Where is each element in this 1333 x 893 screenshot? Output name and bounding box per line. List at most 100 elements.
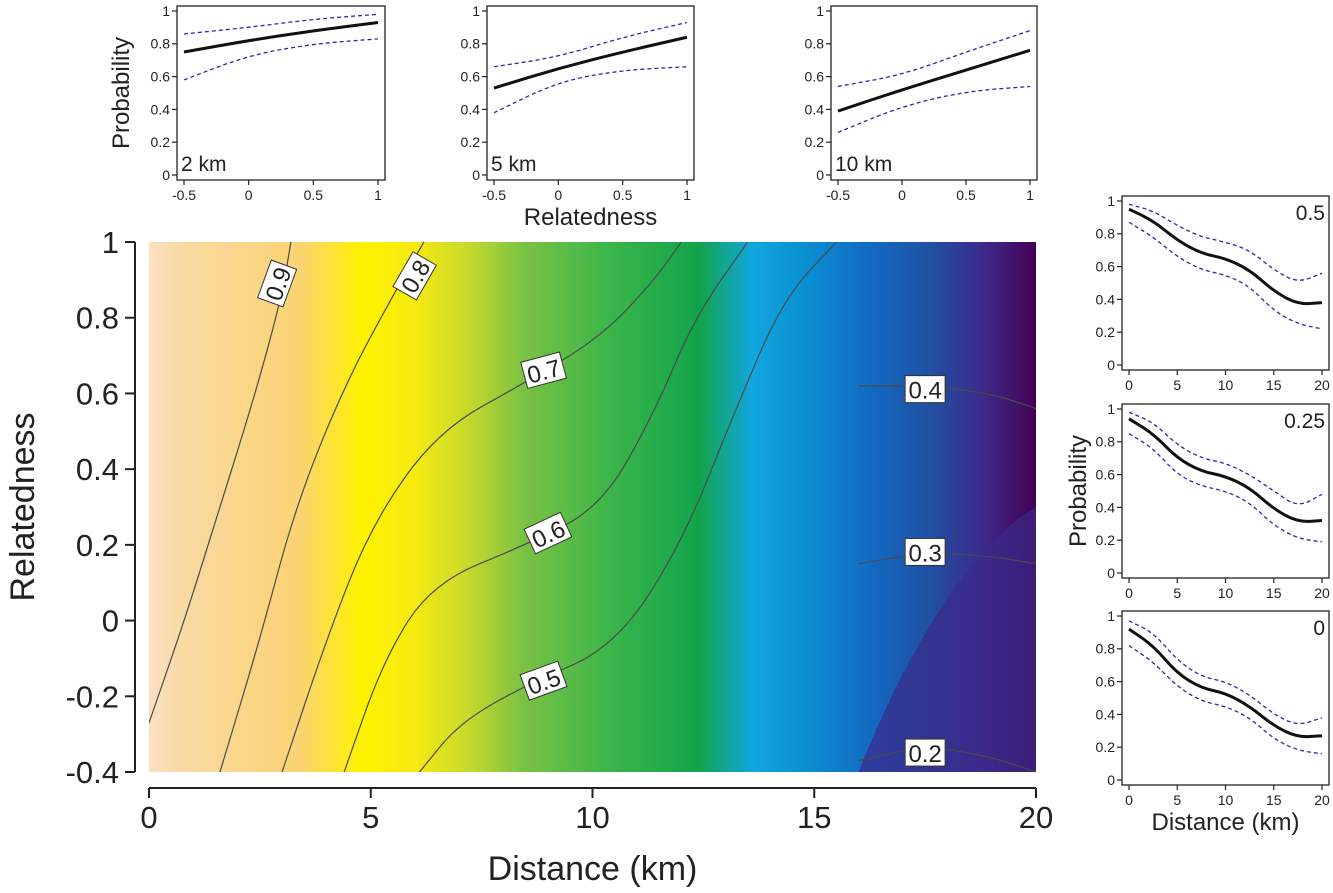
contour-line-0.7 bbox=[281, 242, 682, 772]
series-lower-line bbox=[1128, 221, 1323, 330]
contour-label-0.2: 0.2 bbox=[904, 738, 946, 768]
series-lower-line bbox=[1128, 644, 1323, 755]
x-tick-label: 0.5 bbox=[613, 187, 633, 203]
contour-label-box bbox=[520, 351, 568, 390]
y-tick-label: 1 bbox=[472, 3, 480, 19]
contour-label-box bbox=[256, 259, 298, 308]
x-tick-label: 0 bbox=[554, 187, 562, 203]
x-tick-label: 5 bbox=[1173, 377, 1181, 393]
panel-right-0.5: 00.20.40.60.810 5 10 15 200.5 bbox=[1096, 193, 1330, 393]
contour-label-box bbox=[523, 511, 573, 555]
y-tick-label: 0.8 bbox=[1096, 641, 1116, 657]
y-tick-label: 0.8 bbox=[805, 36, 825, 52]
y-tick-label: 0.6 bbox=[1096, 674, 1116, 690]
contour-label-text: 0.4 bbox=[908, 378, 941, 405]
panel-label: 10 km bbox=[835, 153, 892, 176]
y-axis-label: Relatedness bbox=[4, 412, 42, 601]
x-tick-label: 1 bbox=[374, 187, 382, 203]
series-lower-line bbox=[837, 85, 1031, 133]
y-tick-label: 0.2 bbox=[805, 134, 825, 150]
x-tick-label: 1 bbox=[683, 187, 691, 203]
x-tick-label: 20 bbox=[1314, 585, 1330, 601]
series-estimate-line bbox=[837, 48, 1031, 113]
y-tick-label: 0.6 bbox=[1096, 467, 1116, 483]
y-tick-label: 0.6 bbox=[76, 376, 119, 411]
x-tick-label: 15 bbox=[1266, 792, 1282, 808]
x-tick-label: 10 bbox=[575, 800, 609, 835]
y-tick-label: 0.2 bbox=[1096, 739, 1116, 755]
series-estimate-line bbox=[183, 20, 379, 54]
x-tick-label: 0 bbox=[1125, 377, 1133, 393]
heatmap-low-region bbox=[858, 507, 1036, 772]
series-estimate-line bbox=[493, 35, 688, 90]
y-tick-label: 0 bbox=[472, 167, 480, 183]
x-tick-label: 5 bbox=[362, 800, 379, 835]
series-lower-line bbox=[1128, 433, 1323, 543]
series-upper-line bbox=[837, 30, 1031, 88]
x-tick-label: 1 bbox=[1026, 187, 1034, 203]
y-tick-label: 0.8 bbox=[1096, 434, 1116, 450]
x-tick-label: 5 bbox=[1173, 585, 1181, 601]
x-tick-label: 20 bbox=[1314, 377, 1330, 393]
y-tick-label: 0.4 bbox=[151, 101, 171, 117]
x-tick-label: 10 bbox=[1218, 585, 1234, 601]
y-tick-label: 0.2 bbox=[1096, 324, 1116, 340]
panel-frame bbox=[486, 5, 695, 181]
panel-label: 2 km bbox=[181, 153, 227, 176]
y-tick-label: 0 bbox=[1107, 357, 1115, 373]
y-tick-label: 0 bbox=[816, 167, 824, 183]
y-tick-label: 0.2 bbox=[461, 134, 481, 150]
y-tick-label: 0.6 bbox=[461, 69, 481, 85]
y-tick-label: 0 bbox=[1107, 772, 1115, 788]
x-tick-label: -0.5 bbox=[826, 187, 850, 203]
x-axis-label: Distance (km) bbox=[1151, 809, 1299, 836]
y-tick-label: 0.6 bbox=[805, 69, 825, 85]
series-estimate-line bbox=[1128, 627, 1323, 739]
y-tick-label: 1 bbox=[1107, 193, 1115, 209]
series-lower-line bbox=[183, 38, 379, 81]
x-tick-label: -0.5 bbox=[482, 187, 506, 203]
y-tick-label: 0.8 bbox=[461, 36, 481, 52]
panel-label: 0.5 bbox=[1296, 202, 1325, 225]
contour-label-text: 0.2 bbox=[908, 741, 941, 768]
contour-line-0.8 bbox=[219, 242, 425, 772]
x-tick-label: 0 bbox=[245, 187, 253, 203]
series-lower-line bbox=[493, 66, 688, 114]
y-tick-label: 0 bbox=[162, 167, 170, 183]
y-tick-label: 1 bbox=[1107, 401, 1115, 417]
contour-label-box bbox=[904, 375, 946, 404]
x-tick-label: 20 bbox=[1019, 800, 1053, 835]
y-axis-label: Probability bbox=[1065, 435, 1092, 547]
y-tick-label: 0.2 bbox=[151, 134, 171, 150]
x-tick-label: -0.5 bbox=[172, 187, 196, 203]
y-tick-label: 0.6 bbox=[1096, 259, 1116, 275]
y-tick-label: 0.8 bbox=[151, 36, 171, 52]
y-tick-label: 0.2 bbox=[1096, 532, 1116, 548]
x-tick-label: 15 bbox=[1266, 585, 1282, 601]
contour-line-0.9 bbox=[149, 242, 292, 723]
series-upper-line bbox=[1128, 203, 1323, 281]
x-tick-label: 0 bbox=[1125, 792, 1133, 808]
y-tick-label: 0.4 bbox=[461, 101, 481, 117]
x-axis-label: Relatedness bbox=[524, 204, 657, 231]
y-tick-label: 1 bbox=[1107, 608, 1115, 624]
contour-label-0.3: 0.3 bbox=[904, 537, 946, 567]
y-tick-label: 1 bbox=[162, 3, 170, 19]
series-estimate-line bbox=[1128, 417, 1323, 523]
series-upper-line bbox=[183, 13, 379, 35]
series-upper-line bbox=[493, 21, 688, 68]
series-upper-line bbox=[1128, 620, 1323, 725]
x-axis-label: Distance (km) bbox=[488, 850, 698, 888]
y-tick-label: 0 bbox=[1107, 565, 1115, 581]
y-tick-label: 0.6 bbox=[151, 69, 171, 85]
contour-line-0.5 bbox=[419, 242, 837, 772]
x-tick-label: 5 bbox=[1173, 792, 1181, 808]
y-tick-label: 0.4 bbox=[76, 452, 119, 487]
x-tick-label: 0 bbox=[898, 187, 906, 203]
panel-label: 0 bbox=[1313, 617, 1325, 640]
x-tick-label: 0.5 bbox=[304, 187, 324, 203]
right-panels: 00.20.40.60.810 5 10 15 200.500.20.40.60.810… bbox=[1065, 193, 1330, 836]
